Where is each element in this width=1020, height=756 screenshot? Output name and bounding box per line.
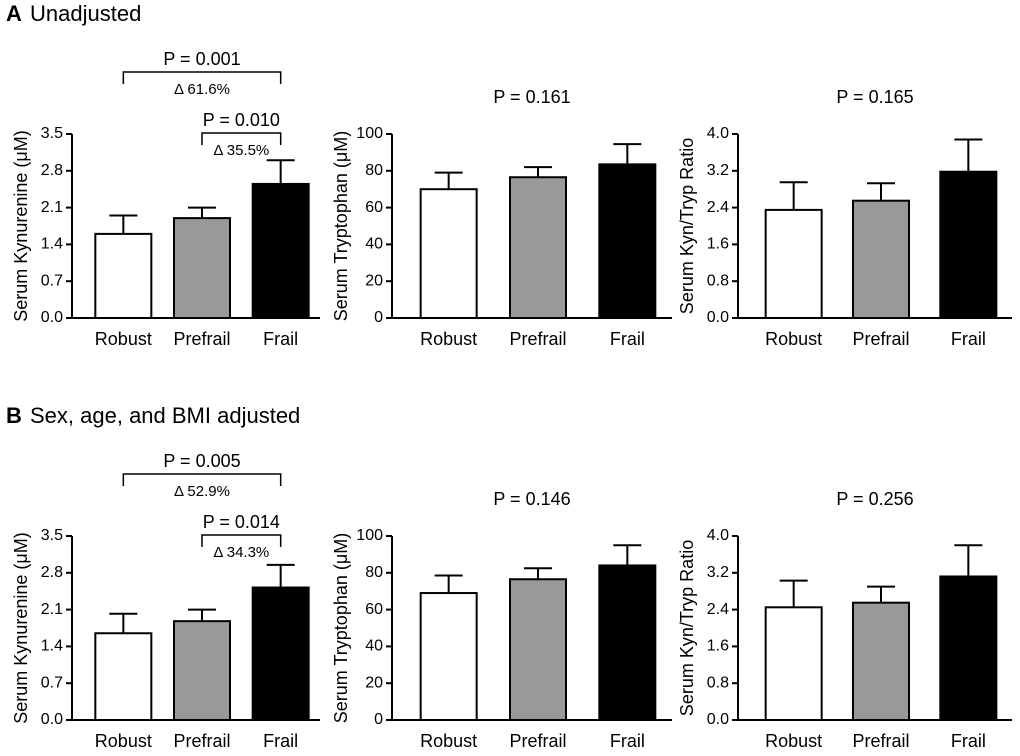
y-tick-label: 0.0: [41, 711, 63, 728]
x-tick-label: Prefrail: [173, 731, 230, 751]
x-tick-label: Frail: [263, 731, 298, 751]
x-tick-label: Frail: [951, 731, 986, 751]
x-tick-label: Frail: [263, 329, 298, 349]
x-tick-label: Prefrail: [509, 329, 566, 349]
bar: [94, 632, 153, 721]
x-tick-label: Robust: [420, 329, 477, 349]
chart-title: P = 0.256: [836, 489, 913, 509]
y-tick-label: 2.4: [707, 601, 729, 618]
y-tick-label: 40: [365, 236, 383, 253]
y-tick-label: 3.2: [707, 162, 729, 179]
y-tick-label: 4.0: [707, 527, 729, 544]
delta-label: Δ 52.9%: [174, 483, 230, 500]
bar: [764, 606, 823, 721]
chart-title: P = 0.146: [493, 489, 570, 509]
panel-title: Sex, age, and BMI adjusted: [30, 403, 300, 428]
y-tick-label: 80: [365, 162, 383, 179]
panel-letter: A: [6, 1, 22, 26]
y-tick-label: 80: [365, 564, 383, 581]
p-value: P = 0.001: [163, 49, 240, 69]
significance-bracket: [201, 534, 282, 547]
bar: [598, 163, 657, 319]
y-tick-label: 3.2: [707, 564, 729, 581]
bar: [419, 592, 478, 721]
y-axis-label: Serum Kynurenine (μM): [11, 130, 31, 321]
y-tick-label: 100: [356, 125, 383, 142]
x-tick-label: Frail: [610, 329, 645, 349]
bar: [764, 208, 823, 319]
bar: [173, 620, 231, 721]
y-tick-label: 20: [365, 674, 383, 691]
y-tick-label: 2.8: [41, 564, 63, 581]
y-axis-label: Serum Tryptophan (μM): [331, 131, 351, 321]
p-value: P = 0.014: [203, 512, 280, 532]
x-tick-label: Prefrail: [509, 731, 566, 751]
y-tick-label: 0: [374, 309, 383, 326]
bar: [251, 586, 310, 722]
bar: [852, 199, 910, 319]
y-tick-label: 1.4: [41, 638, 63, 655]
x-tick-label: Frail: [610, 731, 645, 751]
panel-title: Unadjusted: [30, 1, 141, 26]
y-axis-label: Serum Kynurenine (μM): [11, 532, 31, 723]
bar: [509, 176, 567, 319]
y-tick-label: 0.0: [41, 309, 63, 326]
x-tick-label: Robust: [420, 731, 477, 751]
y-tick-label: 4.0: [707, 125, 729, 142]
bar: [94, 232, 153, 319]
x-tick-label: Prefrail: [173, 329, 230, 349]
y-tick-label: 20: [365, 272, 383, 289]
y-tick-label: 2.1: [41, 199, 63, 216]
y-axis-label: Serum Kyn/Tryp Ratio: [677, 540, 697, 716]
y-tick-label: 3.5: [41, 125, 63, 142]
y-tick-label: 2.4: [707, 199, 729, 216]
y-tick-label: 100: [356, 527, 383, 544]
y-tick-label: 40: [365, 638, 383, 655]
significance-bracket: [122, 71, 282, 84]
bar: [173, 217, 231, 319]
y-tick-label: 1.6: [707, 638, 729, 655]
x-tick-label: Robust: [765, 329, 822, 349]
p-value: P = 0.010: [203, 110, 280, 130]
bar: [939, 575, 998, 721]
bar: [251, 182, 310, 319]
bar: [509, 578, 567, 721]
y-tick-label: 60: [365, 601, 383, 618]
x-tick-label: Robust: [95, 329, 152, 349]
bar: [598, 564, 657, 721]
y-tick-label: 1.6: [707, 236, 729, 253]
y-tick-label: 0.0: [707, 309, 729, 326]
x-tick-label: Robust: [95, 731, 152, 751]
y-axis-label: Serum Kyn/Tryp Ratio: [677, 138, 697, 314]
x-tick-label: Frail: [951, 329, 986, 349]
bar: [939, 170, 998, 319]
y-tick-label: 3.5: [41, 527, 63, 544]
y-tick-label: 0: [374, 711, 383, 728]
y-tick-label: 1.4: [41, 236, 63, 253]
y-tick-label: 0.8: [707, 272, 729, 289]
panel-letter: B: [6, 403, 22, 428]
bar: [419, 188, 478, 319]
chart-title: P = 0.161: [493, 87, 570, 107]
y-tick-label: 60: [365, 199, 383, 216]
y-tick-label: 0.0: [707, 711, 729, 728]
y-tick-label: 0.8: [707, 674, 729, 691]
significance-bracket: [122, 473, 282, 486]
x-tick-label: Robust: [765, 731, 822, 751]
y-tick-label: 0.7: [41, 674, 63, 691]
significance-bracket: [201, 132, 282, 145]
y-tick-label: 2.8: [41, 162, 63, 179]
y-axis-label: Serum Tryptophan (μM): [331, 533, 351, 723]
x-tick-label: Prefrail: [852, 731, 909, 751]
y-tick-label: 0.7: [41, 272, 63, 289]
chart-title: P = 0.165: [836, 87, 913, 107]
delta-label: Δ 35.5%: [213, 142, 269, 159]
delta-label: Δ 34.3%: [213, 544, 269, 561]
x-tick-label: Prefrail: [852, 329, 909, 349]
y-tick-label: 2.1: [41, 601, 63, 618]
delta-label: Δ 61.6%: [174, 81, 230, 98]
bar: [852, 601, 910, 722]
p-value: P = 0.005: [163, 451, 240, 471]
